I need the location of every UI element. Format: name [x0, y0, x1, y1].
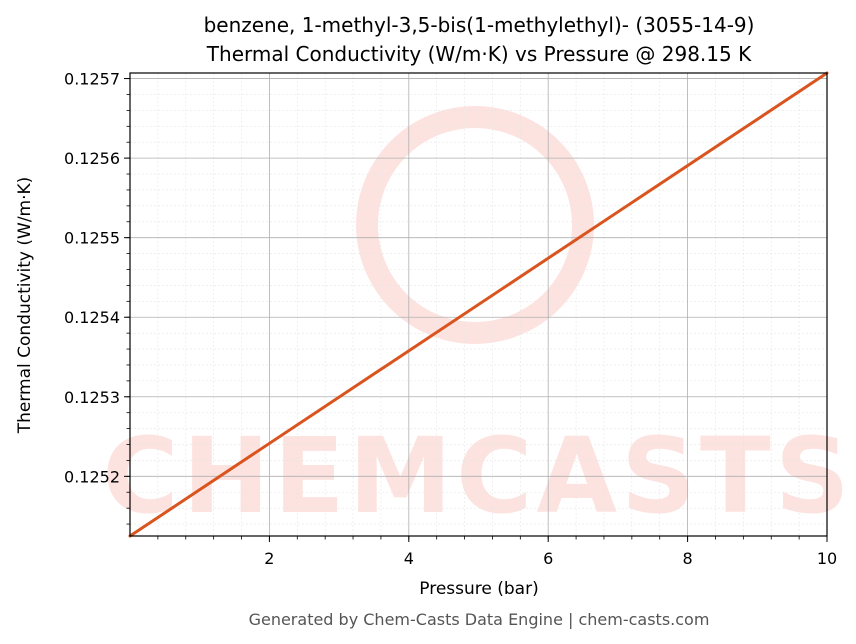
chart-title-line1: benzene, 1-methyl-3,5-bis(1-methylethyl)… — [204, 13, 755, 37]
plot-frame — [129, 72, 828, 537]
y-tick-labels: 0.1252 0.1253 0.1254 0.1255 0.1256 0.1257 — [64, 70, 120, 487]
series-line — [128, 71, 829, 538]
y-tick-label: 0.1253 — [64, 388, 120, 407]
x-tick-label: 10 — [817, 549, 837, 568]
footer-credit: Generated by Chem-Casts Data Engine | ch… — [249, 610, 710, 629]
x-tick-label: 6 — [543, 549, 553, 568]
series-layer — [128, 71, 829, 538]
x-tick-label: 2 — [264, 549, 274, 568]
chart-title-line2: Thermal Conductivity (W/m·K) vs Pressure… — [206, 42, 752, 66]
x-tick-label: 4 — [404, 549, 414, 568]
y-tick-label: 0.1256 — [64, 149, 120, 168]
x-tick-label: 8 — [683, 549, 693, 568]
y-axis-label: Thermal Conductivity (W/m·K) — [15, 177, 35, 435]
y-tick-label: 0.1257 — [64, 70, 120, 89]
watermark-ring-icon — [356, 106, 594, 344]
y-tick-label: 0.1254 — [64, 308, 120, 327]
y-tick-label: 0.1255 — [64, 229, 120, 248]
grid-major — [130, 73, 828, 536]
watermark: CHEMCASTS — [102, 106, 850, 537]
x-tick-labels: 2 4 6 8 10 — [264, 549, 837, 568]
y-tick-label: 0.1252 — [64, 467, 120, 486]
x-axis-label: Pressure (bar) — [419, 579, 538, 599]
ticks — [124, 78, 828, 542]
